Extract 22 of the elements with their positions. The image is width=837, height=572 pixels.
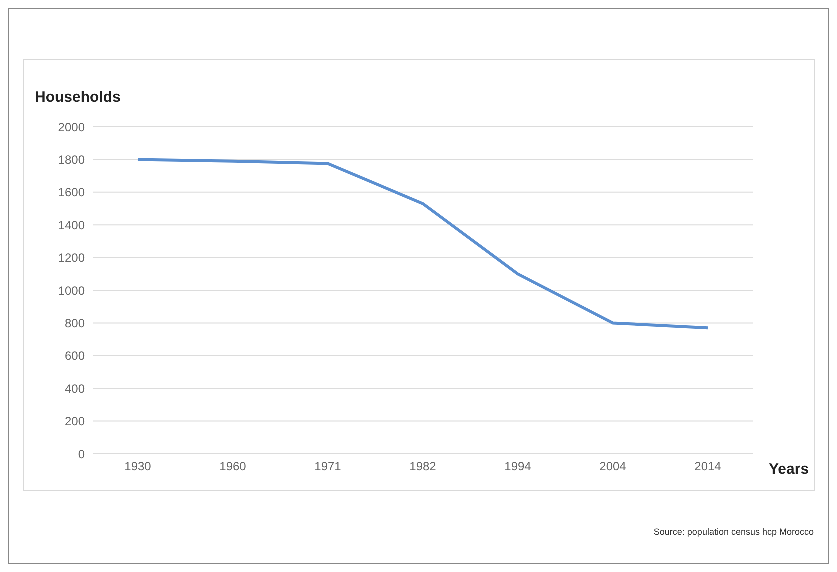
x-tick-label: 1930 [124, 460, 152, 474]
y-tick-label: 1000 [58, 284, 86, 298]
y-tick-label: 1200 [58, 251, 86, 266]
y-axis-title: Households [35, 89, 121, 106]
y-tick-label: 200 [64, 414, 86, 429]
y-tick-label: 1800 [58, 152, 86, 167]
x-tick-label: 2004 [600, 460, 627, 474]
x-axis-title: Years [769, 461, 810, 478]
y-tick-label: 1600 [58, 186, 86, 200]
line-series [136, 158, 710, 330]
y-tick-label: 600 [64, 349, 86, 364]
x-tick-label: 1971 [314, 460, 342, 474]
y-tick-label: 1400 [58, 218, 86, 232]
y-tick-label: 800 [64, 316, 86, 330]
x-tick-label: 1960 [220, 460, 247, 474]
x-tick-label: 1982 [410, 460, 437, 474]
y-tick-label: 0 [78, 447, 86, 462]
source-note: Source: population census hcp Morocco [654, 527, 814, 537]
y-tick-label: 400 [64, 382, 86, 396]
y-tick-label: 2000 [58, 120, 86, 134]
x-tick-label: 2014 [694, 460, 722, 474]
x-tick-label: 1994 [504, 460, 532, 474]
